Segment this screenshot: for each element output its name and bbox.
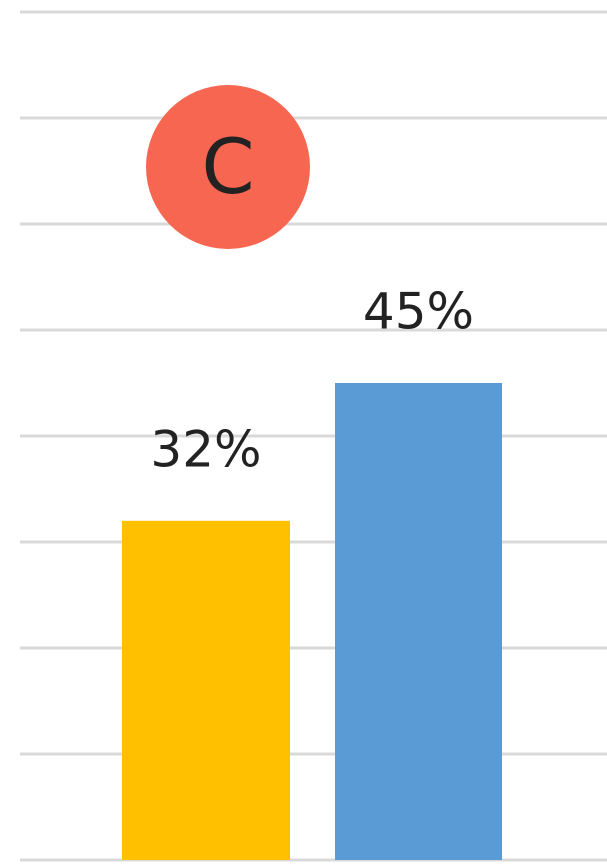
bar [122, 520, 290, 860]
badge-label: C [201, 122, 254, 211]
data-label: 32% [150, 420, 261, 478]
badge [146, 85, 310, 249]
data-label: 45% [363, 283, 474, 341]
bar [335, 383, 502, 860]
